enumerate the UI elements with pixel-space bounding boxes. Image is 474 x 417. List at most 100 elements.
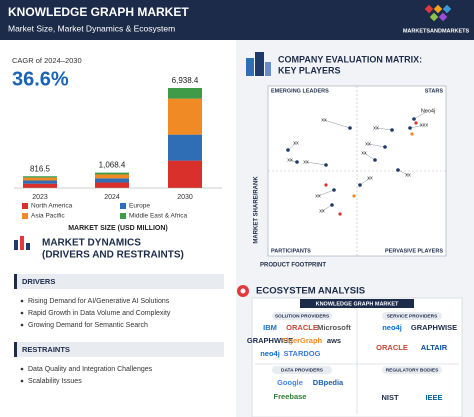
player-dot	[286, 148, 290, 152]
bullet-text: Rapid Growth in Data Volume and Complexi…	[28, 310, 171, 317]
player-dot	[383, 145, 387, 149]
cagr-value: 36.6%	[12, 68, 69, 90]
bar-segment	[168, 98, 202, 135]
player-dot	[324, 163, 328, 167]
logo: STARDOG	[284, 349, 321, 358]
total-label: 1,068.4	[99, 161, 126, 170]
logo: Microsoft	[317, 323, 351, 332]
player-dot	[373, 158, 377, 162]
logo: TigerGraph	[282, 336, 323, 345]
legend-swatch	[22, 203, 28, 209]
dynamics-subtitle: (DRIVERS AND RESTRAINTS)	[42, 250, 184, 261]
ecosystem-icon	[237, 285, 249, 297]
bullet	[20, 299, 24, 303]
bar-segment	[23, 180, 57, 184]
player-leader	[323, 119, 351, 129]
highlight-dot	[338, 212, 342, 216]
restraints-list: Data Quality and Integration Challenges S…	[20, 366, 153, 385]
matrix-title: COMPANY EVALUATION MATRIX:	[278, 54, 422, 64]
dynamics-title: MARKET DYNAMICS	[42, 238, 141, 249]
bullet	[20, 323, 24, 327]
highlight-dot	[410, 132, 414, 136]
player-label: xx	[319, 208, 325, 214]
group-pill	[382, 312, 442, 320]
group-pill	[272, 312, 332, 320]
matrix-icon	[246, 52, 271, 76]
logo: IEEE	[425, 393, 442, 402]
bar-segment	[23, 176, 57, 178]
bar-segment	[23, 183, 57, 188]
group-label: SOLUTION PROVIDERS	[275, 313, 330, 319]
highlight-dot	[352, 194, 356, 198]
bar-segment	[168, 88, 202, 99]
header-bar	[0, 0, 474, 40]
player-label: xx	[293, 140, 299, 146]
group-label: DATA PROVIDERS	[281, 367, 324, 373]
bullet-text: Data Quality and Integration Challenges	[28, 366, 153, 373]
drivers-list: Rising Demand for AI/Generative AI Solut…	[20, 298, 171, 329]
logo: neo4j	[260, 349, 280, 358]
quadrant-label: STARS	[425, 88, 444, 94]
logo: ORACLE	[376, 343, 408, 352]
restraints-label: RESTRAINTS	[22, 345, 70, 354]
player-dot	[412, 117, 416, 121]
bar-segment	[95, 172, 129, 175]
highlight-dot	[324, 183, 328, 187]
bullet	[20, 379, 24, 383]
player-dot	[390, 128, 394, 132]
group-pill	[272, 366, 332, 374]
legend-swatch	[22, 213, 28, 219]
player-dot	[358, 183, 362, 187]
player-label: Neo4j	[421, 108, 435, 114]
player-leader	[413, 110, 429, 120]
player-label: xx	[321, 117, 327, 123]
bar-segment	[23, 177, 57, 181]
player-dot	[408, 126, 412, 130]
legend-label: Asia Pacific	[31, 213, 65, 220]
restraints-bar	[14, 342, 224, 357]
bullet-text: Scalability Issues	[28, 378, 82, 385]
player-leader	[409, 124, 425, 129]
player-label: xx	[303, 159, 309, 165]
logo: aws	[327, 336, 341, 345]
highlight-dot	[414, 121, 418, 125]
drivers-bar	[14, 274, 224, 289]
legend-swatch	[120, 203, 126, 209]
header-title: KNOWLEDGE GRAPH MARKET	[8, 5, 189, 19]
player-label: xx	[315, 193, 321, 199]
cagr-label: CAGR of 2024–2030	[12, 56, 82, 65]
quadrant-label: EMERGING LEADERS	[271, 88, 329, 94]
logo: GRAPHWISE	[411, 323, 457, 332]
player-leader	[321, 204, 333, 212]
bullet-text: Growing Demand for Semantic Search	[28, 322, 148, 329]
bar-segment	[168, 160, 202, 188]
bar-segment	[95, 174, 129, 179]
matrix-subtitle: KEY PLAYERS	[278, 65, 341, 75]
player-label: xxx	[420, 122, 429, 128]
player-label: xx	[287, 157, 293, 163]
logo: NIST	[381, 393, 399, 402]
drivers-label: DRIVERS	[22, 277, 55, 286]
ecosystem-header	[300, 299, 414, 308]
ecosystem-title: ECOSYSTEM ANALYSIS	[256, 286, 365, 297]
logo: Freebase	[274, 392, 307, 401]
total-label: 6,938.4	[172, 76, 199, 85]
legend-label: Middle East & Africa	[129, 213, 188, 220]
group-label: SERVICE PROVIDERS	[387, 313, 438, 319]
player-leader	[367, 143, 386, 148]
group-label: REGULATORY BODIES	[386, 367, 439, 373]
logo: neo4j	[382, 323, 402, 332]
player-leader	[397, 169, 409, 176]
restraints-accent	[14, 342, 17, 357]
player-dot	[330, 203, 334, 207]
player-dot	[295, 160, 299, 164]
x-tick-label: 2030	[177, 194, 193, 201]
player-label: xx	[367, 175, 373, 181]
bullet	[20, 311, 24, 315]
bullet	[20, 367, 24, 371]
drivers-accent	[14, 274, 17, 289]
ecosystem-market: KNOWLEDGE GRAPH MARKET	[316, 301, 399, 307]
